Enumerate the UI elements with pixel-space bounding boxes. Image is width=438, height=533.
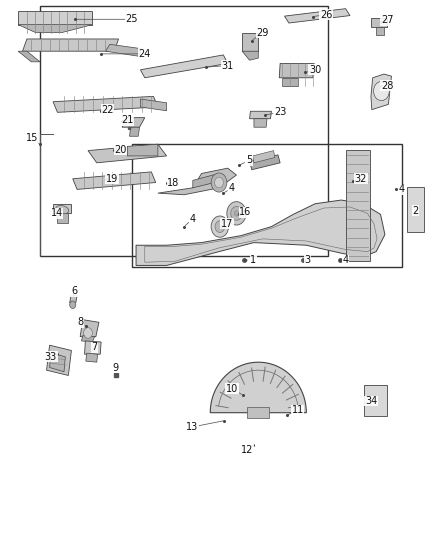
- Polygon shape: [247, 407, 269, 418]
- Polygon shape: [70, 296, 77, 303]
- Text: 16: 16: [239, 207, 251, 217]
- Polygon shape: [73, 172, 155, 189]
- Polygon shape: [242, 33, 258, 51]
- Polygon shape: [49, 353, 65, 372]
- Polygon shape: [371, 18, 387, 27]
- Circle shape: [215, 177, 223, 188]
- Polygon shape: [81, 336, 95, 342]
- Polygon shape: [53, 204, 71, 213]
- Text: 17: 17: [221, 219, 233, 229]
- Polygon shape: [210, 362, 306, 413]
- Text: 10: 10: [226, 384, 238, 394]
- Text: 15: 15: [26, 133, 38, 143]
- Text: 4: 4: [190, 214, 196, 224]
- Text: 25: 25: [125, 14, 138, 25]
- Polygon shape: [122, 118, 145, 127]
- Polygon shape: [18, 11, 92, 25]
- Text: 28: 28: [381, 81, 393, 91]
- Text: 26: 26: [320, 10, 332, 20]
- Polygon shape: [127, 144, 158, 156]
- Polygon shape: [193, 173, 219, 188]
- Text: 33: 33: [45, 352, 57, 362]
- Polygon shape: [86, 353, 98, 362]
- Polygon shape: [141, 99, 166, 111]
- Text: 24: 24: [138, 49, 151, 59]
- Circle shape: [374, 82, 389, 101]
- Text: 7: 7: [92, 342, 98, 352]
- Circle shape: [215, 221, 225, 232]
- Polygon shape: [106, 44, 141, 56]
- Polygon shape: [279, 63, 314, 78]
- Text: 5: 5: [247, 155, 253, 165]
- Text: 1: 1: [250, 255, 256, 265]
- Text: 32: 32: [355, 174, 367, 184]
- Text: 23: 23: [274, 107, 286, 117]
- Text: 31: 31: [222, 61, 234, 70]
- Text: 4: 4: [399, 184, 405, 195]
- Text: 34: 34: [365, 396, 377, 406]
- Circle shape: [211, 173, 227, 192]
- Text: 21: 21: [121, 115, 134, 125]
- Text: 12: 12: [241, 445, 254, 455]
- Circle shape: [227, 201, 246, 225]
- Polygon shape: [158, 168, 237, 195]
- Polygon shape: [283, 78, 297, 86]
- Polygon shape: [136, 200, 385, 265]
- Polygon shape: [285, 9, 350, 23]
- Circle shape: [211, 216, 229, 237]
- Text: 4: 4: [343, 255, 349, 265]
- Polygon shape: [254, 119, 267, 127]
- Polygon shape: [57, 213, 68, 223]
- Text: 6: 6: [71, 286, 77, 296]
- Polygon shape: [364, 384, 387, 416]
- Text: 11: 11: [291, 405, 304, 415]
- Polygon shape: [376, 27, 384, 35]
- Circle shape: [84, 328, 92, 338]
- Text: 13: 13: [186, 422, 198, 432]
- Text: 9: 9: [113, 362, 119, 373]
- Text: 27: 27: [381, 15, 393, 26]
- Polygon shape: [18, 25, 92, 33]
- Ellipse shape: [56, 205, 69, 214]
- Polygon shape: [346, 150, 370, 261]
- Circle shape: [234, 211, 239, 216]
- Circle shape: [70, 301, 76, 309]
- Polygon shape: [253, 151, 275, 163]
- Polygon shape: [141, 55, 228, 78]
- Polygon shape: [85, 341, 101, 354]
- Polygon shape: [18, 51, 40, 62]
- Circle shape: [231, 206, 242, 220]
- Polygon shape: [130, 127, 140, 136]
- Polygon shape: [46, 345, 71, 375]
- Text: 30: 30: [309, 65, 321, 75]
- Text: 2: 2: [412, 206, 419, 216]
- Text: 4: 4: [229, 183, 235, 193]
- Polygon shape: [88, 144, 166, 163]
- Polygon shape: [371, 74, 392, 110]
- Polygon shape: [80, 320, 99, 337]
- Polygon shape: [250, 111, 272, 119]
- Text: 14: 14: [50, 208, 63, 219]
- Text: 20: 20: [115, 144, 127, 155]
- Text: 22: 22: [102, 104, 114, 115]
- Polygon shape: [53, 96, 158, 112]
- Text: 8: 8: [78, 317, 84, 327]
- Polygon shape: [22, 39, 119, 51]
- Text: 3: 3: [304, 255, 310, 265]
- Polygon shape: [242, 51, 258, 60]
- Polygon shape: [407, 187, 424, 232]
- Text: 19: 19: [106, 174, 118, 184]
- Text: 29: 29: [257, 28, 269, 38]
- Polygon shape: [250, 155, 280, 169]
- Text: 18: 18: [167, 177, 179, 188]
